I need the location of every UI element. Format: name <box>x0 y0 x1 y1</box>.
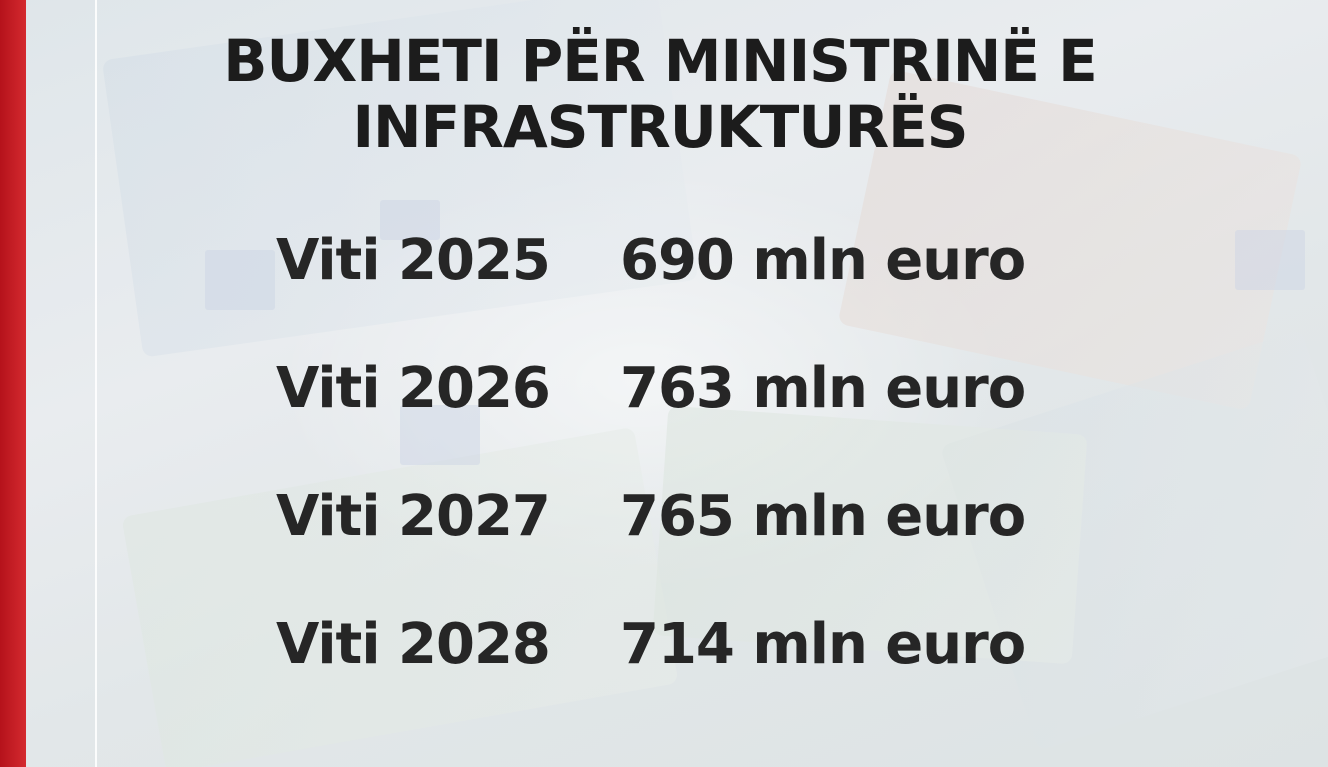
budget-list: Viti 2025 690 mln euro Viti 2026 763 mln… <box>276 226 1036 738</box>
amount-value: 765 mln euro <box>620 484 1026 549</box>
year-label: Viti 2028 <box>276 612 551 677</box>
eu-flag-icon <box>400 405 480 465</box>
title-line-1: BUXHETI PËR MINISTRINË E <box>223 27 1097 95</box>
amount-value: 714 mln euro <box>620 612 1026 677</box>
budget-row: Viti 2026 763 mln euro <box>276 354 1036 482</box>
budget-row: Viti 2027 765 mln euro <box>276 482 1036 610</box>
eu-flag-icon <box>1235 230 1305 290</box>
accent-bar <box>0 0 26 767</box>
budget-row: Viti 2028 714 mln euro <box>276 610 1036 738</box>
divider-line <box>95 0 97 767</box>
year-label: Viti 2025 <box>276 228 551 293</box>
page-title: BUXHETI PËR MINISTRINË E INFRASTRUKTURËS <box>160 28 1160 160</box>
title-line-2: INFRASTRUKTURËS <box>352 93 968 161</box>
amount-value: 690 mln euro <box>620 228 1026 293</box>
amount-value: 763 mln euro <box>620 356 1026 421</box>
year-label: Viti 2027 <box>276 484 551 549</box>
budget-row: Viti 2025 690 mln euro <box>276 226 1036 354</box>
eu-flag-icon <box>380 200 440 240</box>
eu-flag-icon <box>205 250 275 310</box>
year-label: Viti 2026 <box>276 356 551 421</box>
